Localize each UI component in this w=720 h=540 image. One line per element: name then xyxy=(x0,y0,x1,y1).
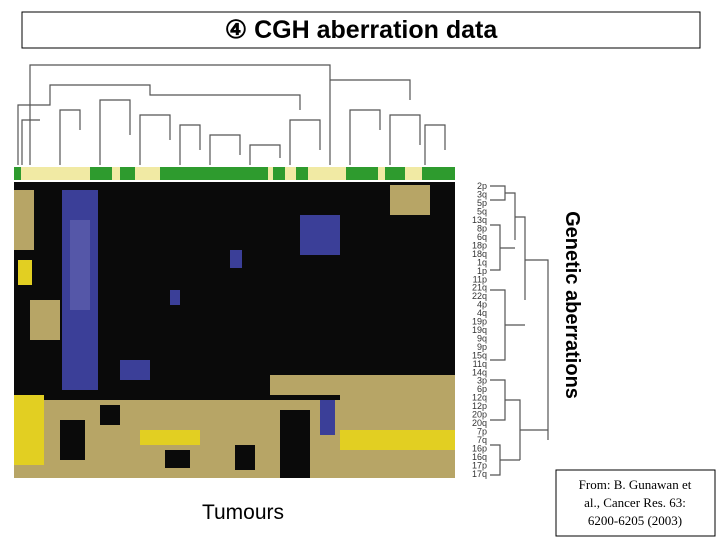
row-label: 20q xyxy=(472,418,487,428)
row-label: 18q xyxy=(472,249,487,259)
row-label: 7q xyxy=(477,435,487,445)
row-label: 1q xyxy=(477,257,487,267)
row-label: 15q xyxy=(472,350,487,360)
row-label: 7p xyxy=(477,426,487,436)
row-label: 17p xyxy=(472,460,487,470)
citation-box xyxy=(555,469,716,537)
row-label: 6q xyxy=(477,232,487,242)
row-label: 5q xyxy=(477,207,487,217)
top-dendrogram xyxy=(17,64,446,165)
row-label: 4q xyxy=(477,308,487,318)
heatmap xyxy=(14,182,455,478)
title: ④ CGH aberration data xyxy=(225,16,499,44)
right-dendrogram xyxy=(490,185,549,476)
row-label: 3p xyxy=(477,376,487,386)
row-label: 22q xyxy=(472,291,487,301)
row-label: 2p xyxy=(477,181,487,191)
row-label: 9q xyxy=(477,333,487,343)
group-bar xyxy=(14,167,455,180)
row-label: 16q xyxy=(472,452,487,462)
y-axis-label: Genetic aberrations xyxy=(561,211,583,399)
row-label: 11p xyxy=(473,274,487,284)
citation-line: al., Cancer Res. 63: xyxy=(584,495,686,510)
row-label: 5p xyxy=(477,198,487,208)
row-label: 19q xyxy=(472,325,487,335)
row-label: 12p xyxy=(472,401,487,411)
row-label: 8p xyxy=(477,224,487,234)
row-label: 21q xyxy=(472,283,487,293)
row-label: 17q xyxy=(472,469,487,479)
row-label: 12q xyxy=(472,393,487,403)
row-label: 18p xyxy=(472,240,487,250)
x-axis-label: Tumours xyxy=(202,501,284,524)
row-label: 14q xyxy=(472,367,487,377)
row-label: 1p xyxy=(477,266,487,276)
row-label: 4p xyxy=(477,300,487,310)
title-box xyxy=(21,11,701,49)
citation-line: 6200-6205 (2003) xyxy=(588,513,682,528)
row-label: 19p xyxy=(472,317,487,327)
row-label: 11q xyxy=(473,359,487,369)
citation-line: From: B. Gunawan et xyxy=(579,477,692,492)
row-label: 20p xyxy=(472,410,487,420)
row-label: 16p xyxy=(472,443,487,453)
row-label: 9p xyxy=(477,342,487,352)
row-label: 3q xyxy=(477,190,487,200)
row-label: 6p xyxy=(477,384,487,394)
row-label: 13q xyxy=(472,215,487,225)
